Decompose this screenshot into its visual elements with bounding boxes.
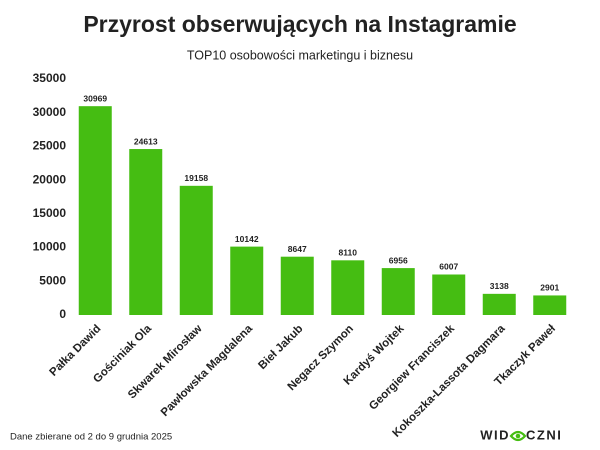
- y-tick-label: 25000: [33, 139, 67, 153]
- value-label: 30969: [83, 93, 107, 103]
- value-label: 2901: [540, 283, 559, 293]
- logo-text: WID: [480, 427, 510, 442]
- logo-icon: [509, 430, 527, 442]
- value-label: 19158: [184, 173, 208, 183]
- footer-note: Dane zbierane od 2 do 9 grudnia 2025: [10, 432, 172, 443]
- bar: [482, 293, 516, 315]
- bar: [381, 268, 415, 315]
- y-tick-label: 15000: [33, 206, 67, 220]
- value-label: 6956: [389, 255, 408, 265]
- value-label: 10142: [235, 234, 259, 244]
- y-tick-label: 30000: [33, 105, 67, 119]
- value-label: 3138: [490, 281, 509, 291]
- chart-title: Przyrost obserwujących na Instagramie: [83, 11, 516, 37]
- value-label: 8110: [339, 248, 358, 258]
- y-tick-label: 10000: [33, 240, 67, 254]
- logo: WID CZNI: [480, 427, 562, 442]
- bar: [331, 260, 365, 315]
- value-label: 24613: [134, 136, 158, 146]
- bar: [179, 185, 213, 315]
- bar: [432, 274, 466, 315]
- bar: [230, 246, 264, 315]
- value-label: 8647: [288, 244, 307, 254]
- y-tick-label: 35000: [33, 71, 67, 85]
- bar: [129, 149, 163, 315]
- y-tick-label: 0: [59, 307, 66, 321]
- y-tick-label: 20000: [33, 172, 67, 186]
- chart-subtitle: TOP10 osobowości marketingu i biznesu: [187, 48, 413, 62]
- bar: [78, 106, 112, 316]
- logo-text: CZNI: [526, 427, 562, 442]
- bar: [533, 295, 567, 315]
- bar: [280, 256, 314, 315]
- value-label: 6007: [439, 262, 458, 272]
- y-tick-label: 5000: [39, 273, 66, 287]
